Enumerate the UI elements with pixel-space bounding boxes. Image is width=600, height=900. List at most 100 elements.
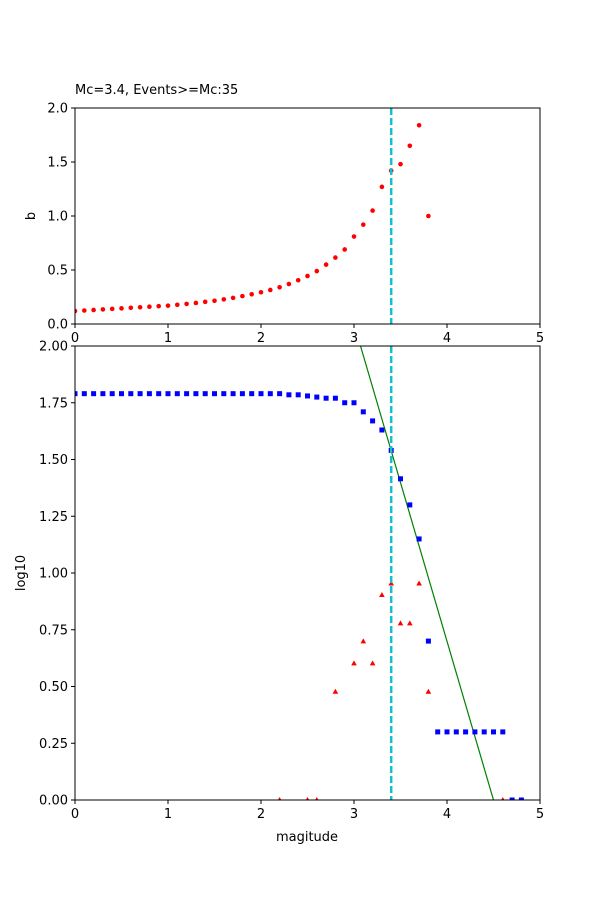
chart-title: Mc=3.4, Events>=Mc:35 xyxy=(75,83,238,98)
b-value-point xyxy=(184,301,189,307)
b-value-point xyxy=(82,308,87,313)
b-value-point xyxy=(286,281,292,287)
y-tick-label: 0.0 xyxy=(47,318,68,333)
cumulative-point xyxy=(137,391,143,397)
x-tick-label: 5 xyxy=(536,331,544,346)
cumulative-point xyxy=(128,391,134,397)
cumulative-point xyxy=(249,391,255,397)
cumulative-point xyxy=(379,427,385,433)
y-axis-label-log10: log10 xyxy=(14,555,29,591)
cumulative-point xyxy=(398,476,403,482)
b-value-point xyxy=(416,122,422,128)
cumulative-point xyxy=(509,797,515,800)
cumulative-point xyxy=(342,400,348,406)
b-value-point xyxy=(100,307,106,312)
b-value-point xyxy=(156,303,161,309)
cumulative-point xyxy=(100,391,106,397)
cumulative-point xyxy=(267,391,273,397)
y-tick-label: 2.00 xyxy=(39,340,68,355)
cumulative-point xyxy=(193,391,199,397)
x-tick-label: 1 xyxy=(164,331,172,346)
x-tick-label: 0 xyxy=(71,331,79,346)
b-value-point xyxy=(305,273,310,279)
cumulative-point xyxy=(221,391,227,397)
x-tick-label: 4 xyxy=(443,331,451,346)
non-cumulative-point xyxy=(351,660,357,666)
y-tick-label: 1.00 xyxy=(39,567,68,582)
axes-frame xyxy=(74,345,541,801)
axes-frame xyxy=(74,107,541,325)
plot-area xyxy=(75,122,431,314)
cumulative-point xyxy=(305,393,310,399)
x-tick-label: 5 xyxy=(536,807,544,822)
non-cumulative-point xyxy=(277,797,282,800)
b-value-point xyxy=(342,247,348,252)
non-cumulative-point xyxy=(369,660,376,666)
b-value-point xyxy=(128,305,134,311)
cumulative-point xyxy=(286,392,292,398)
cumulative-point xyxy=(239,391,245,397)
cumulative-point xyxy=(212,391,217,397)
cumulative-point xyxy=(518,797,524,800)
b-value-point xyxy=(314,268,320,274)
b-value-point xyxy=(221,297,227,302)
b-value-point xyxy=(240,293,245,299)
b-value-point xyxy=(119,306,124,311)
cumulative-point xyxy=(184,391,190,397)
cumulative-point xyxy=(314,394,320,400)
cumulative-point xyxy=(491,729,496,735)
cumulative-point xyxy=(91,391,97,397)
non-cumulative-point xyxy=(416,580,422,586)
cumulative-point xyxy=(174,391,180,397)
b-value-point xyxy=(398,161,403,167)
b-value-point xyxy=(147,304,152,310)
cumulative-point xyxy=(435,729,441,735)
non-cumulative-point xyxy=(315,797,319,800)
b-value-point xyxy=(109,306,115,312)
plot-area xyxy=(75,346,524,800)
y-tick-label: 1.0 xyxy=(47,210,68,225)
cumulative-point xyxy=(75,391,78,397)
b-value-point xyxy=(361,222,366,227)
b-value-point xyxy=(379,184,385,190)
cumulative-point xyxy=(444,729,450,735)
cumulative-point xyxy=(295,392,301,398)
b-value-point xyxy=(295,277,301,283)
x-tick-label: 0 xyxy=(71,807,79,822)
non-cumulative-point xyxy=(379,592,385,598)
cumulative-point xyxy=(407,502,413,508)
cumulative-point xyxy=(463,729,469,735)
cumulative-point xyxy=(258,391,264,397)
b-value-point xyxy=(426,213,431,219)
cumulative-point xyxy=(360,409,366,415)
b-value-point xyxy=(193,300,199,306)
b-value-panel: 0 1 2 3 4 5 0.0 0.5 1.0 1.5 2.0 xyxy=(47,102,544,347)
cumulative-point xyxy=(370,418,376,424)
y-tick-label: 0.25 xyxy=(39,737,68,752)
x-tick-label: 1 xyxy=(164,807,172,822)
b-value-point xyxy=(91,307,96,313)
b-value-point xyxy=(175,302,180,308)
x-tick-label: 2 xyxy=(257,807,265,822)
cumulative-point xyxy=(416,536,422,542)
non-cumulative-point xyxy=(407,620,413,626)
cumulative-point xyxy=(146,391,152,397)
cumulative-point xyxy=(323,395,329,401)
non-cumulative-point xyxy=(501,797,505,800)
b-value-point xyxy=(137,304,143,310)
cumulative-point xyxy=(156,391,162,397)
b-value-point xyxy=(258,289,264,295)
cumulative-point xyxy=(472,729,478,735)
b-value-point xyxy=(212,298,217,304)
y-tick-label: 0.00 xyxy=(39,794,68,809)
cumulative-point xyxy=(109,391,115,397)
x-tick-label: 3 xyxy=(350,331,358,346)
b-value-point xyxy=(323,262,329,267)
non-cumulative-point xyxy=(332,688,339,694)
cumulative-point xyxy=(165,391,171,397)
b-value-point xyxy=(230,295,236,301)
x-tick-label: 3 xyxy=(350,807,358,822)
y-tick-label: 0.5 xyxy=(47,264,68,279)
y-tick-label: 2.0 xyxy=(47,102,68,117)
y-tick-label: 1.50 xyxy=(39,453,68,468)
